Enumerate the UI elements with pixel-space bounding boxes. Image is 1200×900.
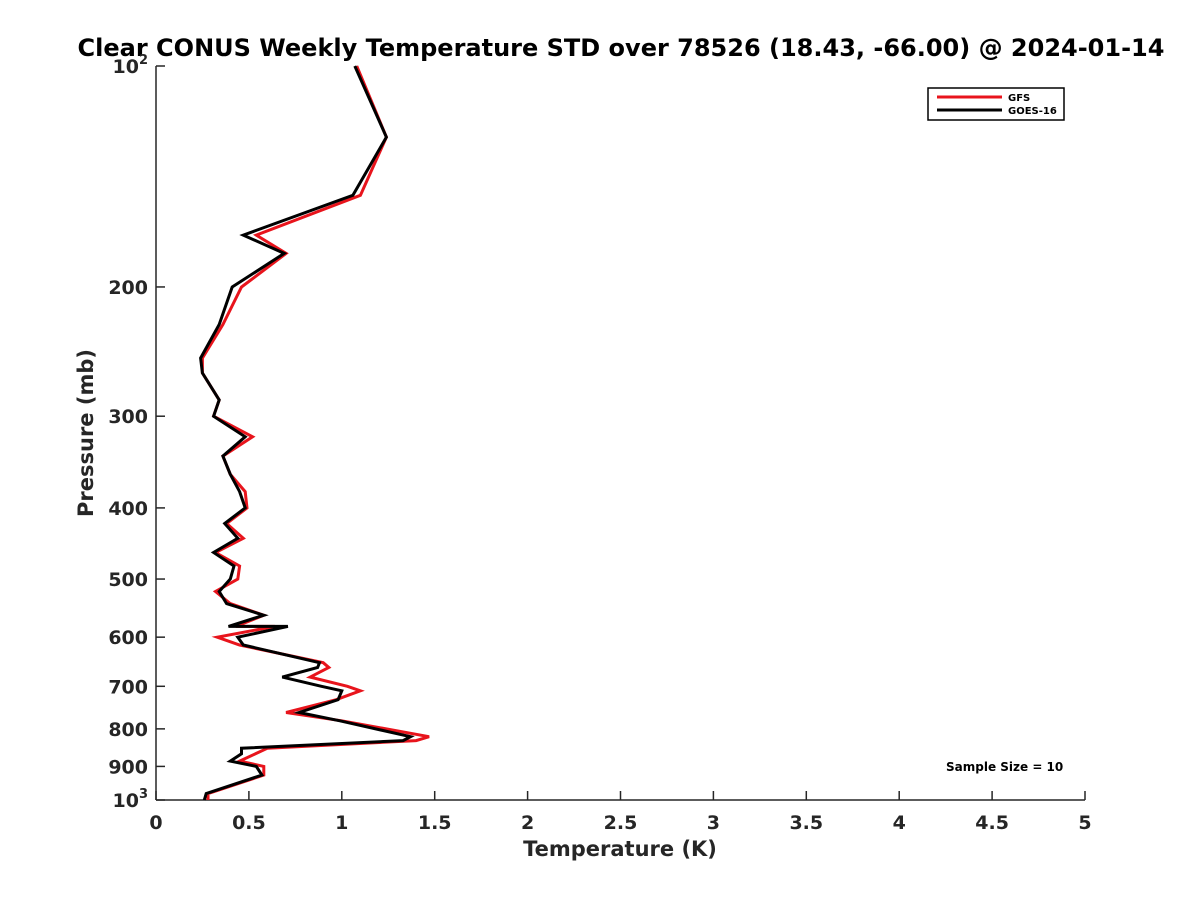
- x-ticks: 0 0.5 1 1.5 2 2.5 3 3.5 4 4.5 5: [149, 791, 1092, 834]
- sample-size-annotation: Sample Size = 10: [946, 760, 1063, 774]
- x-tick-label: 1.5: [418, 812, 452, 834]
- legend: GFS GOES-16: [927, 87, 1065, 121]
- series-line-gfs: [200, 65, 430, 800]
- series-layer: [199, 65, 430, 801]
- y-tick-label: 600: [108, 627, 148, 649]
- y-tick-label: 103: [113, 787, 149, 812]
- y-tick-label: 700: [108, 676, 148, 698]
- x-tick-label: 5: [1078, 812, 1091, 834]
- x-tick-label: 4.5: [975, 812, 1009, 834]
- y-tick-label: 800: [108, 719, 148, 741]
- x-axis-label: Temperature (K): [523, 837, 717, 861]
- x-tick-label: 1: [335, 812, 348, 834]
- y-tick-label: 400: [108, 498, 148, 520]
- y-axis-label: Pressure (mb): [74, 349, 98, 517]
- legend-label-goes16: GOES-16: [1008, 106, 1057, 117]
- x-tick-label: 2: [521, 812, 534, 834]
- series-line-goes16: [199, 65, 415, 801]
- x-tick-label: 4: [893, 812, 906, 834]
- legend-box: [927, 87, 1065, 121]
- chart-title: Clear CONUS Weekly Temperature STD over …: [78, 34, 1165, 62]
- y-tick-label: 300: [108, 406, 148, 428]
- legend-label-gfs: GFS: [1008, 93, 1030, 104]
- x-tick-label: 0.5: [232, 812, 266, 834]
- y-tick-label: 900: [108, 756, 148, 778]
- y-tick-label: 200: [108, 277, 148, 299]
- x-tick-label: 3: [707, 812, 720, 834]
- y-tick-label: 102: [113, 53, 149, 78]
- x-tick-label: 0: [149, 812, 162, 834]
- y-tick-label: 500: [108, 569, 148, 591]
- plot-area: 0 0.5 1 1.5 2 2.5 3 3.5 4 4.5 5 102 200 300 400 500 600…: [108, 53, 1091, 834]
- x-tick-label: 3.5: [789, 812, 823, 834]
- x-tick-label: 2.5: [604, 812, 638, 834]
- y-ticks: 102 200 300 400 500 600 700 800 900 103: [108, 53, 165, 812]
